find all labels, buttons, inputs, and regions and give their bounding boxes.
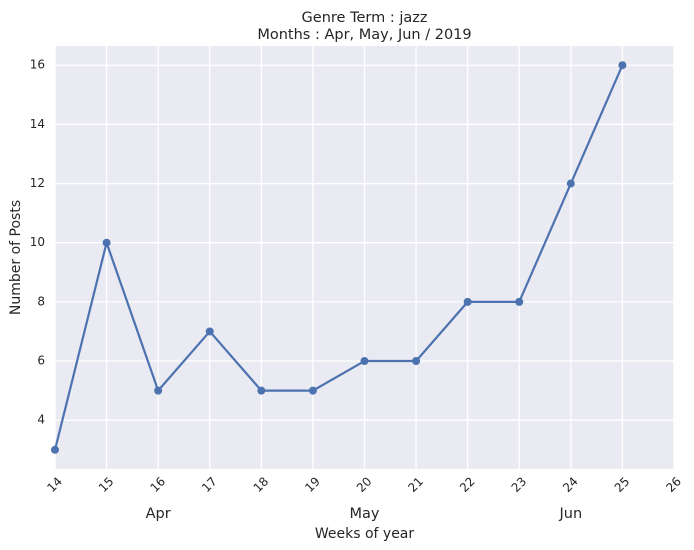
data-point bbox=[618, 61, 627, 70]
x-tick-label: 24 bbox=[560, 474, 581, 495]
x-tick-label: 17 bbox=[199, 474, 220, 495]
y-tick-labels: 4 6 8 10 12 14 16 bbox=[30, 58, 45, 427]
y-tick-label: 8 bbox=[37, 294, 45, 308]
data-point bbox=[51, 445, 59, 454]
y-tick-label: 4 bbox=[37, 413, 45, 427]
series-jazz bbox=[51, 61, 627, 454]
x-tick-label: 20 bbox=[354, 474, 375, 495]
x-tick-label: 16 bbox=[147, 474, 168, 495]
y-tick-label: 16 bbox=[30, 58, 45, 72]
month-label: May bbox=[350, 506, 380, 522]
chart-title: Genre Term : jazz bbox=[302, 10, 428, 26]
x-tick-label: 22 bbox=[457, 474, 478, 495]
data-point bbox=[308, 386, 317, 395]
series-line bbox=[53, 64, 624, 451]
x-axis-label: Weeks of year bbox=[315, 526, 415, 542]
data-point bbox=[412, 357, 421, 366]
data-point bbox=[205, 327, 214, 336]
x-tick-label: 18 bbox=[251, 474, 272, 495]
x-tick-label: 21 bbox=[405, 474, 426, 495]
month-label: Apr bbox=[146, 506, 171, 522]
month-labels: Apr May Jun bbox=[146, 506, 583, 522]
x-tick-label: 23 bbox=[509, 474, 530, 495]
y-tick-label: 12 bbox=[30, 176, 45, 190]
x-tick-label: 26 bbox=[663, 474, 684, 495]
x-tick-label: 25 bbox=[612, 474, 633, 495]
y-tick-label: 10 bbox=[30, 235, 45, 249]
x-tick-label: 15 bbox=[96, 474, 117, 495]
y-tick-label: 14 bbox=[30, 117, 45, 131]
data-point bbox=[566, 179, 575, 188]
data-point bbox=[360, 357, 369, 366]
month-label: Jun bbox=[559, 506, 583, 522]
y-tick-label: 6 bbox=[37, 354, 45, 368]
data-point bbox=[515, 297, 524, 306]
data-point bbox=[102, 238, 111, 247]
data-point bbox=[257, 386, 266, 395]
data-point bbox=[154, 386, 163, 395]
x-tick-label: 14 bbox=[44, 474, 65, 495]
data-point bbox=[463, 297, 472, 306]
y-axis-label: Number of Posts bbox=[8, 200, 24, 315]
x-tick-label: 19 bbox=[302, 474, 323, 495]
x-tick-labels: 14 15 16 17 18 19 20 21 22 23 24 25 26 bbox=[44, 474, 684, 495]
chart-subtitle: Months : Apr, May, Jun / 2019 bbox=[257, 27, 471, 43]
